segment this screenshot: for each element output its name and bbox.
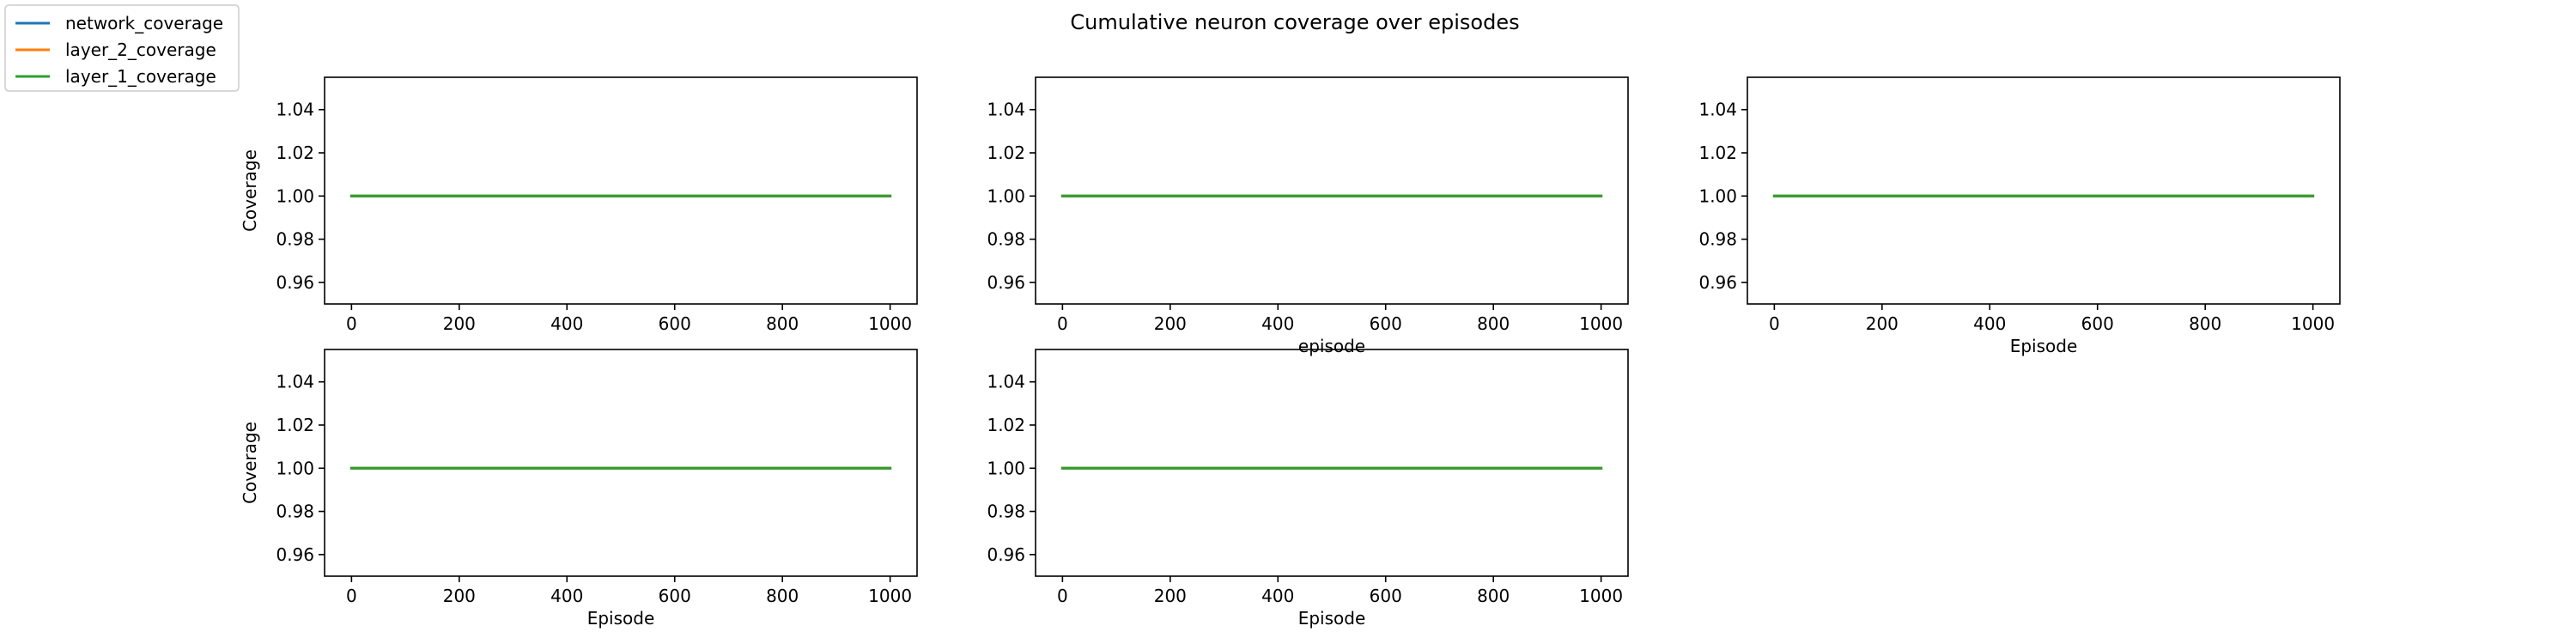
x-tick-label: 1000 bbox=[1579, 313, 1623, 334]
x-tick-label: 600 bbox=[659, 313, 691, 334]
x-tick-label: 1000 bbox=[2291, 313, 2335, 334]
x-tick-label: 200 bbox=[443, 586, 476, 606]
y-tick-label: 1.02 bbox=[1698, 143, 1737, 163]
y-tick-label: 0.98 bbox=[276, 501, 314, 522]
x-tick-label: 0 bbox=[1057, 586, 1068, 606]
subplot-3: 0 200 400 600 800 1000 0.96 0.98 1.00 1.02 1.04 Epi… bbox=[1698, 76, 2341, 356]
y-tick-label: 1.04 bbox=[987, 372, 1025, 392]
subplot-grid: 0 200 400 600 800 1000 0.96 0.98 1.00 1.02 1.04 Cov… bbox=[240, 76, 2341, 629]
x-tick-label: 400 bbox=[550, 313, 583, 334]
x-tick-label: 600 bbox=[2081, 313, 2114, 334]
x-tick-label: 800 bbox=[1477, 586, 1510, 606]
y-tick-label: 1.02 bbox=[276, 415, 314, 435]
x-tick-label: 200 bbox=[1154, 313, 1187, 334]
subplot-1: 0 200 400 600 800 1000 0.96 0.98 1.00 1.02 1.04 Cov… bbox=[240, 76, 918, 334]
legend-label-layer-2-coverage: layer_2_coverage bbox=[65, 39, 216, 60]
y-tick-label: 1.04 bbox=[276, 372, 314, 392]
x-axis-label: Episode bbox=[1298, 608, 1366, 629]
x-tick-label: 800 bbox=[766, 313, 799, 334]
y-tick-label: 0.98 bbox=[987, 501, 1025, 522]
y-tick-label: 0.96 bbox=[276, 544, 314, 565]
x-tick-label: 600 bbox=[659, 586, 691, 606]
x-tick-label: 0 bbox=[346, 586, 357, 606]
y-axis-label: Coverage bbox=[240, 149, 260, 232]
x-tick-label: 1000 bbox=[868, 313, 912, 334]
x-tick-label: 200 bbox=[1154, 586, 1187, 606]
x-tick-label: 0 bbox=[1769, 313, 1780, 334]
y-tick-label: 1.00 bbox=[276, 185, 314, 206]
y-tick-label: 1.04 bbox=[276, 100, 314, 120]
y-axis-label: Coverage bbox=[240, 422, 260, 504]
y-tick-label: 0.96 bbox=[276, 272, 314, 293]
x-tick-label: 400 bbox=[1261, 313, 1294, 334]
legend-entry-network-coverage: network_coverage bbox=[15, 13, 223, 33]
figure-title: Cumulative neuron coverage over episodes bbox=[1070, 10, 1519, 34]
subplot-2: 0 200 400 600 800 1000 0.96 0.98 1.00 1.02 1.04 epi… bbox=[987, 76, 1629, 356]
plot-frame bbox=[1747, 76, 2341, 305]
y-tick-label: 1.04 bbox=[1698, 100, 1737, 120]
y-tick-label: 1.02 bbox=[987, 415, 1025, 435]
y-tick-label: 1.02 bbox=[276, 143, 314, 163]
y-tick-label: 0.96 bbox=[987, 544, 1025, 565]
x-tick-label: 1000 bbox=[868, 586, 912, 606]
subplot-5: 0 200 400 600 800 1000 0.96 0.98 1.00 1.02 1.04 Epi… bbox=[987, 349, 1629, 629]
x-tick-label: 400 bbox=[1973, 313, 2006, 334]
x-tick-label: 400 bbox=[550, 586, 583, 606]
plot-frame bbox=[1035, 349, 1629, 577]
x-tick-label: 0 bbox=[346, 313, 357, 334]
x-axis-label: Episode bbox=[2010, 336, 2078, 356]
y-tick-label: 0.98 bbox=[276, 229, 314, 250]
y-tick-label: 1.04 bbox=[987, 100, 1025, 120]
legend-entry-layer-1-coverage: layer_1_coverage bbox=[15, 66, 216, 87]
y-tick-label: 0.98 bbox=[987, 229, 1025, 250]
x-axis-label: episode bbox=[1298, 336, 1365, 356]
x-tick-label: 0 bbox=[1057, 313, 1068, 334]
x-tick-label: 1000 bbox=[1579, 586, 1623, 606]
x-axis-label: Episode bbox=[587, 608, 655, 629]
x-tick-label: 800 bbox=[2189, 313, 2221, 334]
y-tick-label: 0.96 bbox=[1698, 272, 1737, 293]
x-tick-label: 400 bbox=[1261, 586, 1294, 606]
x-tick-label: 200 bbox=[1866, 313, 1899, 334]
x-tick-label: 600 bbox=[1370, 586, 1402, 606]
legend-box bbox=[4, 4, 240, 92]
x-tick-label: 800 bbox=[1477, 313, 1510, 334]
y-tick-label: 1.02 bbox=[987, 143, 1025, 163]
plot-frame bbox=[324, 76, 918, 305]
plot-frame bbox=[1035, 76, 1629, 305]
x-tick-label: 600 bbox=[1370, 313, 1402, 334]
x-tick-label: 800 bbox=[766, 586, 799, 606]
y-tick-label: 0.98 bbox=[1698, 229, 1737, 250]
subplot-4: 0 200 400 600 800 1000 0.96 0.98 1.00 1.02 1.04 Epi… bbox=[240, 349, 918, 629]
legend-entry-layer-2-coverage: layer_2_coverage bbox=[15, 39, 216, 60]
legend-label-network-coverage: network_coverage bbox=[65, 13, 223, 33]
y-tick-label: 1.00 bbox=[1698, 185, 1737, 206]
x-tick-label: 200 bbox=[443, 313, 476, 334]
legend-label-layer-1-coverage: layer_1_coverage bbox=[65, 66, 216, 87]
y-tick-label: 1.00 bbox=[987, 458, 1025, 478]
plot-frame bbox=[324, 349, 918, 577]
y-tick-label: 0.96 bbox=[987, 272, 1025, 293]
y-tick-label: 1.00 bbox=[276, 458, 314, 478]
legend: network_coverage layer_2_coverage layer_… bbox=[4, 4, 240, 92]
y-tick-label: 1.00 bbox=[987, 185, 1025, 206]
